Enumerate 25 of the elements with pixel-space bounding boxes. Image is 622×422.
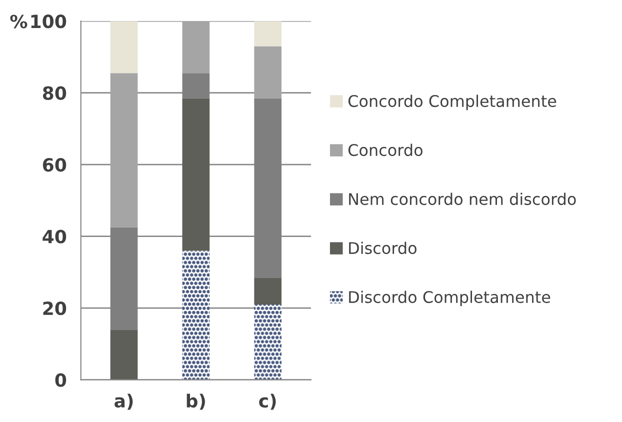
x-tick-label: c)	[259, 394, 276, 410]
y-tick-label: 80	[42, 86, 66, 100]
y-tick-label: 100	[31, 14, 66, 28]
y-tick-label: 60	[42, 158, 66, 172]
bar	[254, 46, 282, 98]
legend-label: Concordo Completamente	[348, 94, 556, 110]
bar	[110, 330, 138, 380]
bar	[254, 304, 282, 380]
bar	[182, 98, 210, 251]
x-tick-label: a)	[114, 394, 133, 410]
legend-label: Nem concordo nem discordo	[349, 192, 576, 206]
legend-label: Discordo	[349, 242, 416, 254]
y-axis-title: %	[10, 14, 28, 28]
legend-label: Concordo	[348, 144, 422, 156]
bar	[110, 21, 138, 74]
legend-label: Discordo Completamente	[349, 290, 550, 306]
y-tick-label: 0	[55, 373, 66, 387]
bar	[254, 278, 282, 304]
bar	[182, 21, 210, 74]
y-tick-label: 40	[42, 230, 66, 244]
bar	[110, 73, 138, 228]
bar	[182, 250, 210, 380]
x-tick-label: b)	[186, 394, 205, 410]
bar	[254, 21, 282, 46]
y-tick-label: 20	[43, 302, 66, 316]
